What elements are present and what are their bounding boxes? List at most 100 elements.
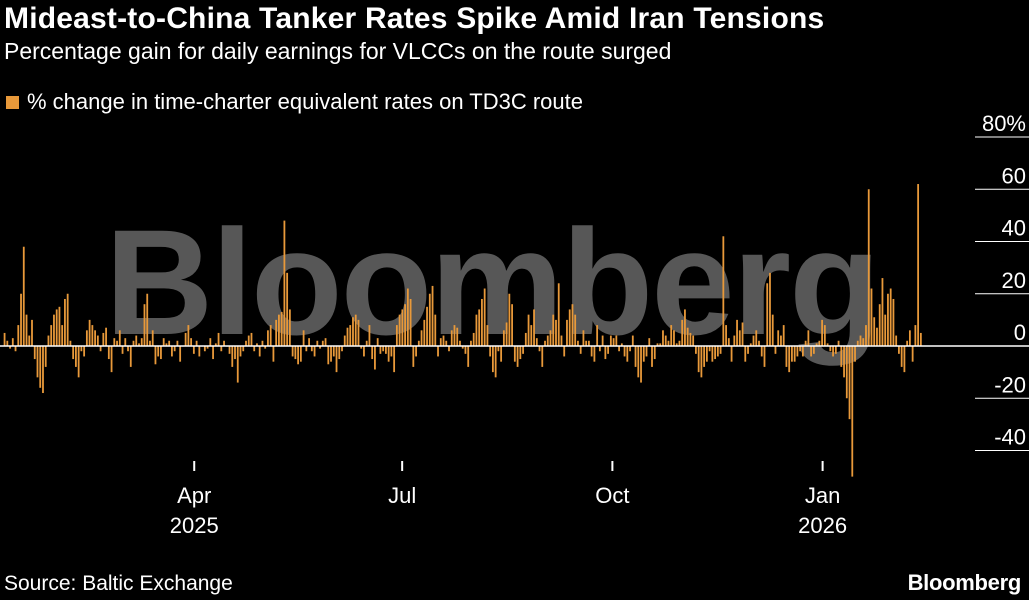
bar	[245, 340, 247, 346]
bar	[755, 330, 758, 346]
bar	[77, 346, 80, 378]
bar	[730, 346, 733, 362]
bar	[549, 330, 552, 346]
legend-swatch	[6, 95, 19, 109]
bar	[598, 346, 601, 352]
bar	[379, 346, 382, 354]
bar	[878, 304, 881, 346]
bar	[258, 346, 261, 357]
bar	[673, 330, 675, 346]
bar	[898, 346, 900, 354]
bar	[659, 343, 662, 346]
bar	[55, 309, 58, 346]
bar	[209, 338, 212, 346]
bar	[187, 325, 190, 346]
bar	[642, 346, 645, 362]
bar	[609, 335, 612, 346]
bar	[675, 343, 678, 346]
bar	[826, 343, 829, 346]
bar	[171, 346, 173, 357]
x-tick-year-label: 2026	[798, 513, 847, 538]
x-tick-label: Jul	[388, 483, 416, 508]
bar	[486, 325, 489, 346]
bar	[176, 340, 179, 346]
bar	[832, 346, 834, 357]
bar	[343, 335, 346, 346]
bar	[640, 346, 642, 383]
bar	[261, 340, 264, 346]
bar	[865, 325, 867, 346]
bar	[69, 340, 72, 346]
bar	[716, 346, 719, 357]
bar	[552, 314, 555, 346]
bar	[138, 343, 140, 346]
bar	[31, 319, 33, 347]
bar	[895, 335, 898, 346]
bar	[316, 340, 319, 346]
bar	[420, 330, 423, 346]
bar	[522, 346, 524, 354]
bar	[681, 319, 684, 347]
bar	[791, 346, 793, 362]
bar	[357, 319, 360, 347]
bar	[42, 346, 44, 394]
bar	[620, 343, 623, 346]
bar	[626, 346, 629, 362]
bar	[99, 346, 102, 352]
bar	[854, 346, 856, 362]
bar	[66, 293, 69, 346]
bar	[127, 346, 129, 352]
bar	[760, 346, 763, 357]
bar	[733, 335, 736, 346]
bar	[494, 346, 497, 378]
bar	[566, 319, 568, 347]
bar	[631, 335, 634, 346]
bar	[678, 340, 681, 346]
bar	[330, 346, 332, 362]
bar	[327, 346, 330, 365]
bar	[83, 346, 86, 357]
bar	[533, 309, 535, 346]
bar	[283, 220, 286, 346]
bar	[179, 346, 182, 362]
bar	[192, 346, 195, 354]
bar	[321, 340, 324, 346]
y-tick-label: -20	[994, 372, 1026, 397]
bar	[9, 346, 11, 349]
bar	[785, 346, 788, 367]
source-note: Source: Baltic Exchange	[4, 572, 233, 595]
bar	[634, 346, 637, 367]
bar	[771, 314, 774, 346]
bar	[884, 314, 887, 346]
bar	[747, 346, 749, 354]
bar	[538, 346, 541, 352]
bar	[173, 346, 176, 352]
bar	[908, 330, 911, 346]
bar	[744, 346, 747, 362]
x-tick-year-label: 2025	[170, 513, 219, 538]
bar	[876, 327, 878, 346]
bar	[900, 346, 903, 367]
bar	[695, 346, 697, 354]
bar	[892, 298, 895, 346]
bar	[903, 346, 906, 373]
bar	[607, 346, 610, 354]
bar	[793, 346, 796, 362]
bar	[763, 346, 766, 367]
bar	[686, 327, 689, 346]
bar	[288, 309, 291, 346]
bar	[911, 346, 914, 362]
bar	[497, 346, 500, 352]
bar	[310, 346, 313, 352]
legend: % change in time-charter equivalent rate…	[6, 89, 583, 115]
bar	[368, 325, 371, 346]
bar	[387, 346, 390, 362]
bar	[801, 346, 804, 357]
bar	[544, 340, 546, 346]
bar	[519, 346, 522, 360]
bar	[291, 346, 294, 357]
bar	[703, 346, 706, 367]
bar	[168, 340, 171, 346]
bar	[58, 306, 61, 346]
bar	[467, 346, 470, 367]
